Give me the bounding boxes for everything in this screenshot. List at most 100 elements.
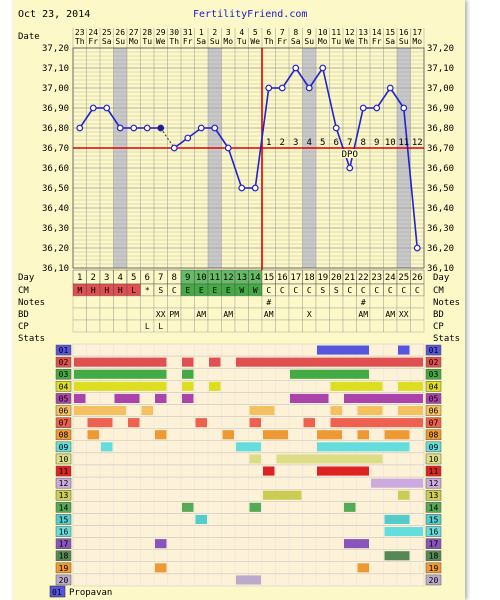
y-tick-label-left: 36,50 (42, 184, 69, 194)
stats-mark (74, 393, 86, 403)
notes-cell (315, 295, 330, 309)
stats-label-right: 09 (429, 443, 439, 452)
temperature-point (116, 124, 124, 132)
notes-cell (99, 295, 114, 309)
dpo-label: 9 (374, 138, 379, 148)
bd-cell (86, 307, 101, 321)
y-tick-label-right: 36,70 (427, 144, 454, 154)
temperature-segment (376, 87, 391, 109)
stats-label-left: 15 (59, 515, 69, 524)
y-tick-label-right: 37,10 (427, 64, 454, 74)
notes-cell (329, 295, 344, 309)
dpo-label: 2 (280, 138, 285, 148)
stats-label-right: 08 (429, 431, 439, 440)
weekday-label: Su (399, 37, 409, 46)
stats-label-right: 05 (429, 394, 439, 403)
temperature-point (143, 124, 151, 132)
y-tick-label-right: 36,80 (427, 124, 454, 134)
weekday-label: Fr (88, 37, 98, 46)
temperature-point (359, 104, 367, 112)
stats-mark (249, 418, 261, 428)
cp-cell (329, 319, 344, 333)
stats-mark (236, 442, 261, 452)
stats-mark (398, 345, 410, 355)
date-label: 29 (156, 28, 166, 37)
stats-label-swatch-left (55, 429, 72, 441)
temperature-point (400, 104, 408, 112)
cm-value: E (199, 286, 204, 295)
cm-value: L (131, 286, 136, 295)
temperature-point (76, 124, 84, 132)
stats-mark (236, 357, 423, 367)
notes-value: # (361, 298, 366, 307)
cp-cell (99, 319, 114, 333)
stats-mark (141, 406, 153, 416)
date-label: 23 (75, 28, 85, 37)
date-header: 23Th24Fr25Sa26Su27Mo28Tu29We30Th31Fr1Sa2… (75, 28, 422, 46)
stats-label-swatch-right (425, 356, 442, 368)
temperature-segment (106, 107, 121, 129)
stats-label-swatch-right (425, 417, 442, 428)
cm-row-label-right: CM (433, 286, 444, 296)
weekday-label: Mo (223, 37, 233, 46)
cp-cell (396, 319, 411, 333)
cp-cell (302, 319, 317, 333)
stats-label-left: 06 (59, 407, 69, 416)
stats-label-swatch-left (55, 489, 72, 501)
stats-label-swatch-left (55, 393, 72, 404)
day-label: 18 (304, 273, 315, 283)
weekday-label: Sa (196, 37, 206, 46)
bd-value: PM (169, 310, 179, 319)
stats-mark (398, 381, 423, 391)
stats-label-swatch-right (425, 453, 442, 465)
cp-value: L (145, 322, 150, 331)
stats-label-right: 07 (429, 419, 439, 428)
stats-label-swatch-right (425, 441, 442, 453)
legend-code: 01 (52, 588, 62, 597)
date-label: 26 (115, 28, 125, 37)
stats-label-swatch-right (425, 550, 442, 562)
cm-value: C (374, 286, 379, 295)
temperature-point (265, 84, 273, 92)
day-label: 15 (263, 273, 274, 283)
stats-mark (155, 563, 167, 573)
day-label: 10 (196, 273, 207, 283)
stats-label-swatch-right (425, 514, 442, 525)
cm-value: E (226, 286, 231, 295)
date-label: 4 (239, 28, 244, 37)
weekday-label: Mo (412, 37, 422, 46)
notes-cell (86, 295, 101, 309)
stats-mark (74, 357, 167, 367)
stats-label-swatch-left (55, 441, 72, 453)
day-label: 5 (131, 273, 136, 283)
stats-mark (357, 430, 369, 440)
cp-cell (369, 319, 384, 333)
notes-cell (153, 295, 168, 309)
day-label: 24 (385, 273, 396, 283)
weekday-label: Sa (385, 37, 395, 46)
y-tick-label-left: 36,30 (42, 224, 69, 234)
weekday-label: We (250, 37, 260, 46)
stats-label-left: 16 (59, 528, 69, 537)
stats-mark (128, 418, 140, 428)
data-rows: 1 2 3 4 5 6 7 8 9 10 11 12 13 14 15 16 17 18 19 20 21 22 23 24 2… (72, 269, 425, 333)
temperature-point (292, 64, 300, 72)
cp-value: L (158, 322, 163, 331)
weekday-label: Tu (237, 37, 247, 46)
cm-value: C (415, 286, 420, 295)
stats-mark (222, 430, 234, 440)
stats-label-swatch-right (425, 574, 442, 586)
temperature-point (319, 64, 327, 72)
temperature-point (89, 104, 97, 112)
date-label: 9 (307, 28, 312, 37)
weekday-label: Th (75, 37, 85, 46)
notes-cell (302, 295, 317, 309)
cm-value: C (266, 286, 271, 295)
dpo-marker-bg (340, 149, 359, 158)
cm-value: M (77, 286, 82, 295)
stats-mark (276, 454, 383, 464)
y-tick-label-right: 36,50 (427, 184, 454, 194)
weekday-label: Mo (318, 37, 328, 46)
dpo-label: 7 (347, 138, 352, 148)
stats-label-right: 01 (429, 346, 439, 355)
